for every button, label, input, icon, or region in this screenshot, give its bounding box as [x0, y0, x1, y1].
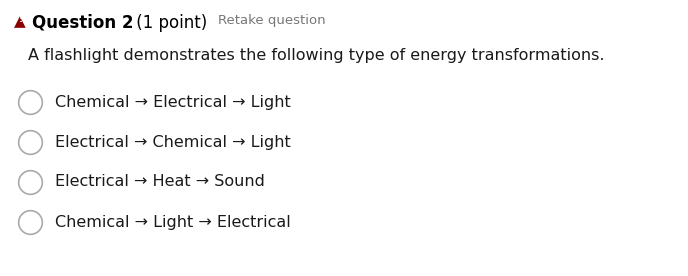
Text: Chemical → Electrical → Light: Chemical → Electrical → Light [55, 94, 291, 110]
Text: Retake question: Retake question [218, 14, 325, 27]
Text: Chemical → Light → Electrical: Chemical → Light → Electrical [55, 214, 291, 230]
Text: Electrical → Heat → Sound: Electrical → Heat → Sound [55, 174, 265, 190]
Text: (1 point): (1 point) [131, 14, 213, 32]
Text: A flashlight demonstrates the following type of energy transformations.: A flashlight demonstrates the following … [28, 48, 605, 63]
Text: Electrical → Chemical → Light: Electrical → Chemical → Light [55, 134, 291, 150]
Text: Question 2: Question 2 [32, 14, 133, 32]
Text: !: ! [19, 15, 23, 25]
Text: ▲: ▲ [14, 14, 25, 29]
